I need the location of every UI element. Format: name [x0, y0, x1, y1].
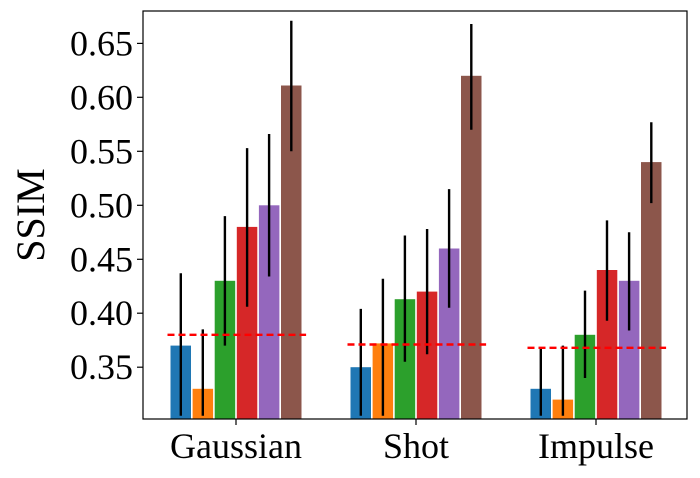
bar-gaussian-6 — [281, 85, 302, 419]
bar-gaussian-5 — [258, 205, 280, 419]
bar-shot-6 — [461, 75, 482, 420]
y-tick-label-0.65: 0.65 — [70, 23, 133, 63]
error-bars-layer — [179, 20, 653, 416]
plot-frame — [142, 10, 688, 420]
x-tick-label-gaussian: Gaussian — [170, 426, 302, 466]
bar-gaussian-3 — [214, 280, 236, 419]
x-tick-label-shot: Shot — [383, 426, 449, 466]
y-tick-label-0.55: 0.55 — [70, 131, 133, 171]
baselines-layer — [167, 333, 667, 349]
y-axis-title: SSIM — [8, 168, 53, 261]
bar-impulse-4 — [596, 270, 618, 419]
bar-impulse-5 — [618, 280, 640, 419]
y-tick-label-0.40: 0.40 — [70, 293, 133, 333]
bar-impulse-6 — [641, 162, 662, 419]
x-tick-label-impulse: Impulse — [538, 426, 654, 466]
y-tick-label-0.45: 0.45 — [70, 239, 133, 279]
y-tick-label-0.50: 0.50 — [70, 185, 133, 225]
bar-gaussian-4 — [236, 226, 258, 419]
bar-shot-4 — [416, 291, 438, 419]
bars-layer — [170, 75, 662, 420]
y-tick-label-0.35: 0.35 — [70, 347, 133, 387]
bar-shot-5 — [438, 248, 460, 419]
y-axis: 0.35 0.40 0.45 0.50 0.55 0.60 0.65 — [70, 23, 143, 387]
y-tick-label-0.60: 0.60 — [70, 77, 133, 117]
x-axis: Gaussian Shot Impulse — [170, 419, 654, 466]
